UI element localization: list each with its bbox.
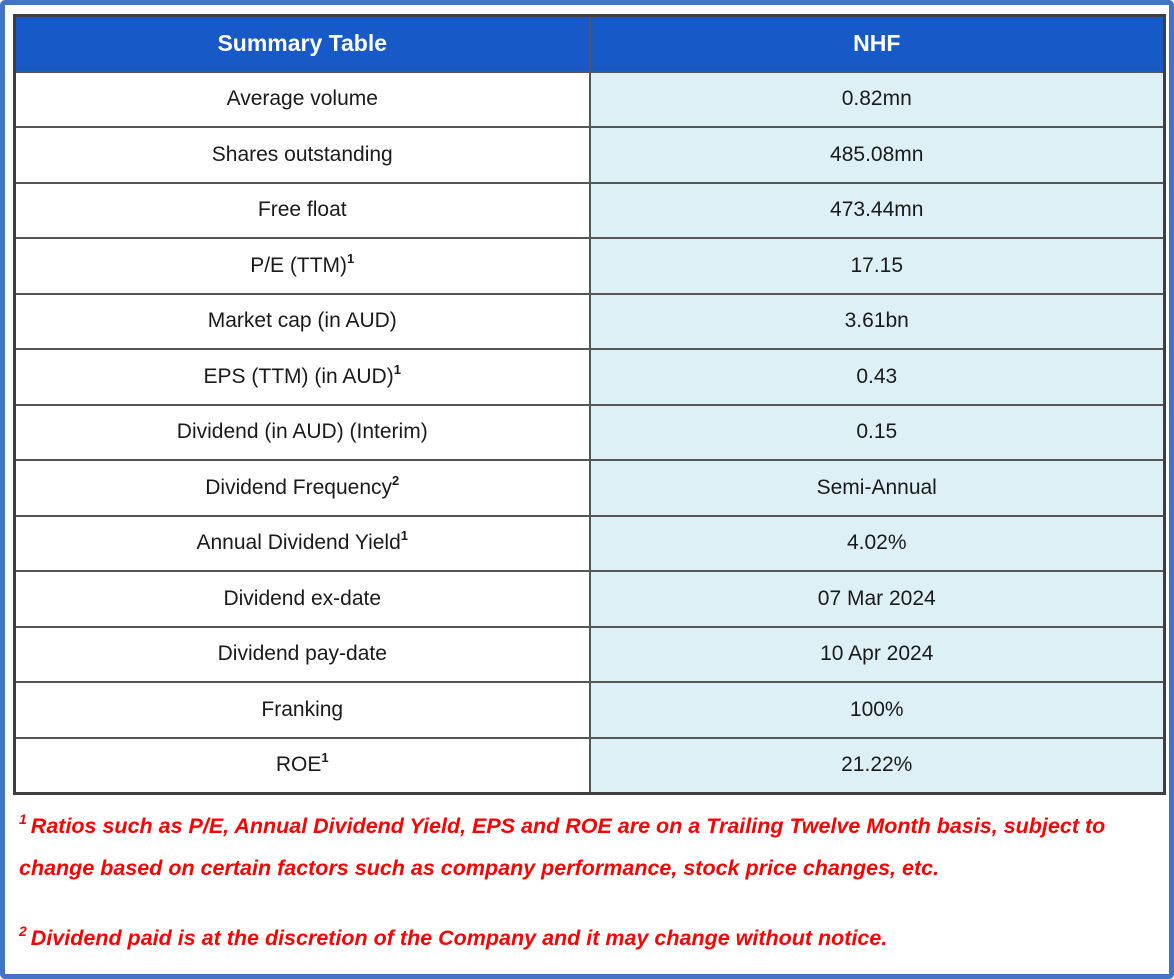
table-row: Free float 473.44mn [13,181,1166,239]
footnote-2-superscript: 2 [19,923,27,940]
table-body: Average volume 0.82mn Shares outstanding… [13,70,1166,794]
metric-value: 21.22% [588,736,1166,794]
metric-label: Dividend pay-date [13,625,591,683]
metric-label: EPS (TTM) (in AUD)1 [13,348,591,406]
metric-value: 17.15 [588,237,1166,295]
table-row: Franking 100% [13,681,1166,739]
metric-value: 3.61bn [588,292,1166,350]
summary-table-header: Summary Table [13,14,591,73]
metric-label: Annual Dividend Yield1 [13,514,591,572]
table-row: Dividend ex-date 07 Mar 2024 [13,570,1166,628]
metric-value: 485.08mn [588,126,1166,184]
metric-label: ROE1 [13,736,591,794]
footnote-2-text: Dividend paid is at the discretion of th… [30,925,888,950]
metric-value: 473.44mn [588,181,1166,239]
table-row: Average volume 0.82mn [13,70,1166,128]
metric-label: Average volume [13,70,591,128]
summary-table: Summary Table NHF Average volume 0.82mn … [13,14,1166,795]
metric-label: Franking [13,681,591,739]
metric-label: Shares outstanding [13,126,591,184]
table-row: P/E (TTM)1 17.15 [13,237,1166,295]
table-row: Shares outstanding 485.08mn [13,126,1166,184]
metric-label: Dividend ex-date [13,570,591,628]
metric-value: 10 Apr 2024 [588,625,1166,683]
footnotes-section: 1 Ratios such as P/E, Annual Dividend Yie… [13,795,1166,959]
metric-label: Dividend (in AUD) (Interim) [13,403,591,461]
metric-value: 0.43 [588,348,1166,406]
metric-label: P/E (TTM)1 [13,237,591,295]
metric-value: 0.15 [588,403,1166,461]
footnote-2: 2 Dividend paid is at the discretion of t… [19,917,1156,959]
metric-label: Dividend Frequency2 [13,459,591,517]
table-row: ROE1 21.22% [13,736,1166,794]
table-row: Annual Dividend Yield1 4.02% [13,514,1166,572]
metric-value: 100% [588,681,1166,739]
table-row: Dividend Frequency2 Semi-Annual [13,459,1166,517]
table-row: Dividend pay-date 10 Apr 2024 [13,625,1166,683]
ticker-header: NHF [588,14,1166,73]
metric-value: 0.82mn [588,70,1166,128]
metric-value: Semi-Annual [588,459,1166,517]
table-row: EPS (TTM) (in AUD)1 0.43 [13,348,1166,406]
table-row: Dividend (in AUD) (Interim) 0.15 [13,403,1166,461]
footnote-1-superscript: 1 [19,811,27,828]
metric-value: 4.02% [588,514,1166,572]
metric-label: Free float [13,181,591,239]
table-row: Market cap (in AUD) 3.61bn [13,292,1166,350]
footnote-1-text: Ratios such as P/E, Annual Dividend Yiel… [19,813,1106,880]
metric-value: 07 Mar 2024 [588,570,1166,628]
footnote-1: 1 Ratios such as P/E, Annual Dividend Yie… [19,805,1156,889]
table-header-row: Summary Table NHF [13,14,1166,73]
metric-label: Market cap (in AUD) [13,292,591,350]
